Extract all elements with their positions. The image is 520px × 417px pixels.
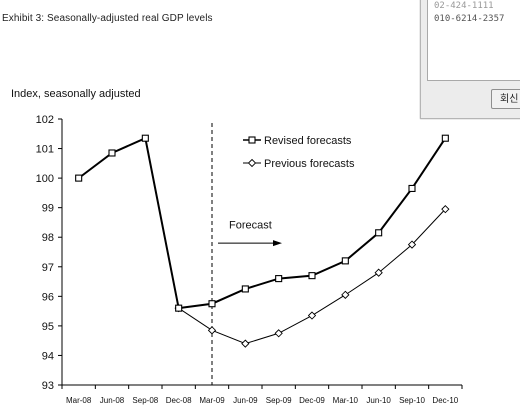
y-tick-label: 95 (42, 321, 54, 333)
x-tick-label: Sep-09 (266, 396, 292, 405)
forecast-annotation: Forecast (211, 123, 282, 385)
data-point-diamond (341, 290, 350, 299)
data-point-diamond (307, 311, 317, 320)
reply-button[interactable]: 회신 (491, 89, 520, 109)
data-point-square (308, 272, 316, 280)
data-point-diamond (241, 339, 250, 348)
data-point-square (275, 275, 283, 283)
data-point-square (441, 134, 449, 142)
data-point-square (108, 149, 116, 157)
data-point-square (408, 184, 416, 193)
x-tick-label: Jun-08 (100, 396, 125, 405)
axes (61, 119, 462, 386)
x-tick-label: Dec-10 (432, 396, 458, 405)
y-tick-label: 101 (36, 144, 54, 156)
y-tick-label: 98 (42, 232, 54, 244)
legend-label: Previous forecasts (264, 158, 355, 170)
series-line (78, 136, 447, 310)
data-point-square (248, 136, 256, 144)
data-point-diamond (274, 329, 283, 338)
data-point-square (208, 300, 216, 308)
y-tick-label: 93 (42, 380, 54, 392)
legend-item: Previous forecasts (243, 158, 355, 170)
x-tick-label: Mar-08 (66, 396, 92, 405)
data-point-diamond (207, 326, 217, 335)
y-tick-label: 100 (36, 173, 54, 185)
y-tick-label: 94 (42, 350, 54, 362)
popup-phone-2: 010-6214-2357 (434, 14, 505, 24)
exhibit-title: Exhibit 3: Seasonally-adjusted real GDP … (2, 13, 213, 24)
data-point-square (241, 285, 249, 293)
data-point-square (375, 229, 383, 237)
y-tick-label: 96 (42, 291, 54, 303)
x-tick-label: Dec-08 (166, 396, 192, 405)
legend: Revised forecasts Previous forecasts (243, 135, 355, 170)
forecast-label: Forecast (229, 219, 272, 231)
legend-item: Revised forecasts (243, 135, 352, 147)
x-ticks: Mar-08 Jun-08 Sep-08 Dec-08 Mar-09 Jun-09 Sep-… (61, 385, 463, 405)
data-point-diamond (247, 158, 257, 168)
message-text-area[interactable]: 02-424-1111 010-6214-2357 (427, 0, 520, 81)
data-point-square (141, 134, 149, 142)
y-axis-label: Index, seasonally adjusted (11, 88, 141, 100)
popup-phone-1: 02-424-1111 (434, 1, 494, 11)
x-tick-label: Jun-10 (366, 396, 391, 405)
y-tick-label: 97 (42, 262, 54, 274)
data-point-diamond (407, 240, 417, 249)
legend-label: Revised forecasts (264, 135, 352, 147)
x-tick-label: Mar-09 (199, 396, 225, 405)
data-point-square (175, 304, 183, 312)
y-tick-label: 99 (42, 203, 54, 215)
series-revised-forecasts (75, 134, 449, 312)
x-tick-label: Dec-09 (299, 396, 325, 405)
forecast-arrow-head (273, 240, 282, 247)
message-popup: 02-424-1111 010-6214-2357 회신 (420, 0, 520, 119)
data-point-square (341, 257, 349, 265)
y-tick-label: 102 (36, 114, 54, 126)
x-tick-label: Sep-08 (132, 396, 158, 405)
x-tick-label: Jun-09 (233, 396, 258, 405)
data-point-diamond (374, 268, 383, 277)
x-tick-label: Sep-10 (399, 396, 425, 405)
x-tick-label: Mar-10 (333, 396, 359, 405)
data-point-diamond (441, 205, 450, 214)
y-ticks: 93 94 95 96 97 98 99 100 101 102 (36, 114, 62, 392)
data-point-square (75, 174, 83, 182)
series-lines (75, 134, 450, 348)
series-previous-forecasts (174, 205, 450, 348)
